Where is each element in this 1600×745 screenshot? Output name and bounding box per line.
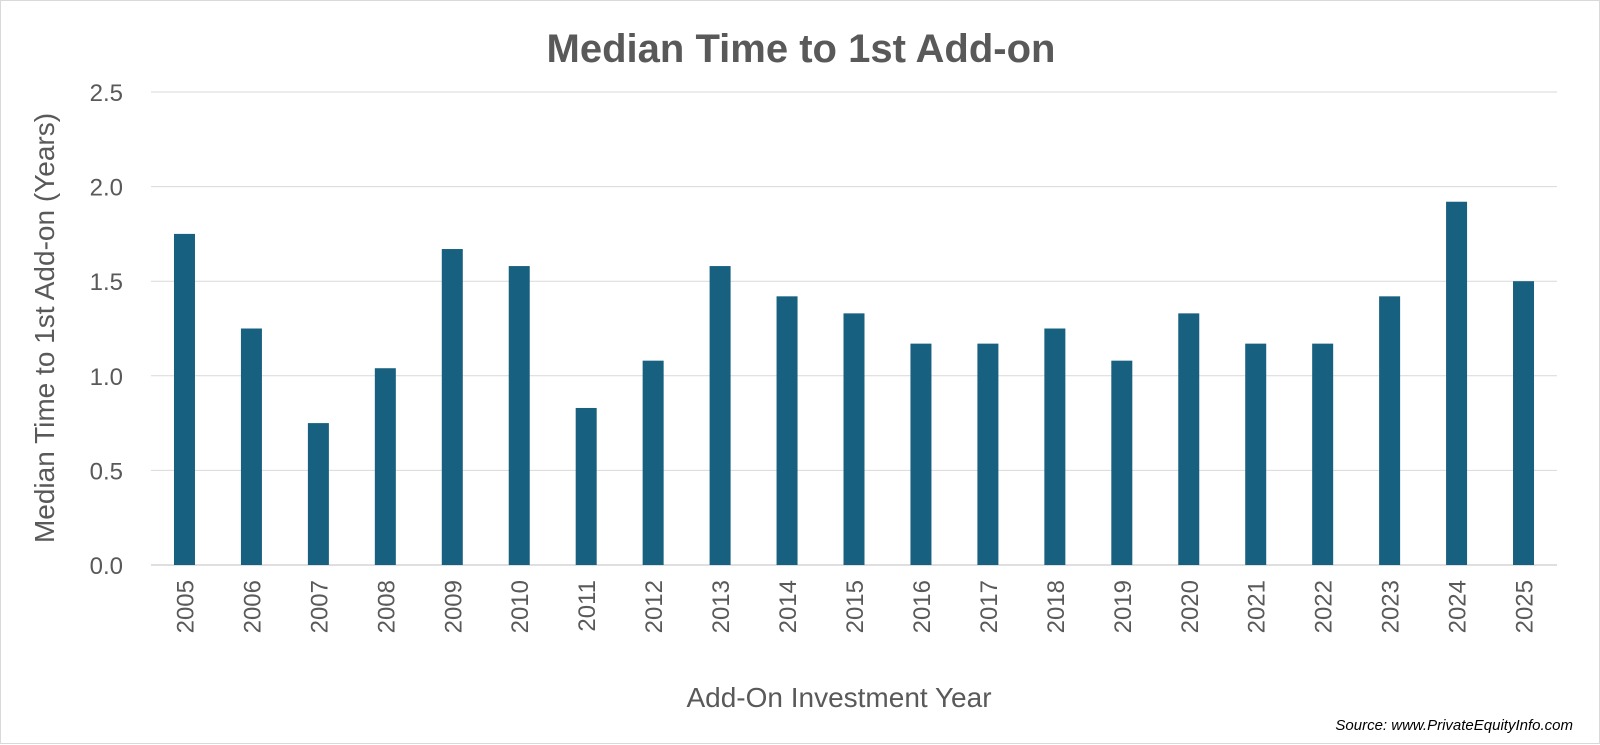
- bar-2019: [1111, 360, 1133, 565]
- bar-2018: [1044, 328, 1066, 565]
- x-tick-label-2008: 2008: [373, 580, 400, 633]
- chart-title: Median Time to 1st Add-on: [547, 27, 1056, 71]
- x-tick-label-2005: 2005: [172, 580, 199, 633]
- x-tick-label-2006: 2006: [239, 580, 266, 633]
- y-tick-label: 0.5: [90, 458, 123, 485]
- x-tick-label-2024: 2024: [1445, 580, 1472, 633]
- x-tick-label-2017: 2017: [976, 580, 1003, 633]
- x-tick-label-2025: 2025: [1512, 580, 1539, 633]
- x-tick-label-2007: 2007: [306, 580, 333, 633]
- x-tick-label-2020: 2020: [1177, 580, 1204, 633]
- bar-2025: [1513, 281, 1535, 565]
- x-tick-label-2011: 2011: [574, 580, 601, 632]
- bar-2016: [910, 343, 932, 565]
- bars: [173, 201, 1535, 565]
- bar-2013: [709, 266, 731, 565]
- x-tick-label-2018: 2018: [1043, 580, 1070, 633]
- y-axis-label: Median Time to 1st Add-on (Years): [29, 113, 60, 543]
- bar-2005: [173, 233, 195, 565]
- y-tick-label: 2.5: [90, 80, 123, 107]
- bar-2009: [441, 249, 463, 565]
- x-tick-label-2015: 2015: [842, 580, 869, 633]
- x-tick-label-2021: 2021: [1244, 580, 1271, 633]
- y-tick-label: 1.5: [90, 269, 123, 296]
- x-axis-ticks: 2005 2006 2007 2008 2009 2010 2011 2012 2013 2014…: [172, 580, 1538, 633]
- x-tick-label-2012: 2012: [641, 580, 668, 633]
- bar-2015: [843, 313, 865, 565]
- bar-2010: [508, 266, 530, 565]
- bar-2022: [1312, 343, 1334, 565]
- x-tick-label-2014: 2014: [775, 580, 802, 633]
- x-tick-label-2009: 2009: [440, 580, 467, 633]
- bar-2020: [1178, 313, 1200, 565]
- bar-2006: [240, 328, 262, 565]
- bar-2021: [1245, 343, 1267, 565]
- bar-2014: [776, 296, 798, 565]
- source-note: Source: www.PrivateEquityInfo.com: [1335, 717, 1573, 734]
- bar-2023: [1379, 296, 1401, 565]
- y-tick-label: 1.0: [90, 364, 123, 391]
- bar-2011: [575, 407, 597, 565]
- bar-2007: [307, 423, 329, 565]
- bar-2017: [977, 343, 999, 565]
- y-tick-label: 0.0: [90, 553, 123, 580]
- x-tick-label-2019: 2019: [1110, 580, 1137, 633]
- x-tick-label-2013: 2013: [708, 580, 735, 633]
- bar-2008: [374, 368, 396, 565]
- x-tick-label-2016: 2016: [909, 580, 936, 633]
- y-tick-label: 2.0: [90, 175, 123, 202]
- x-tick-label-2010: 2010: [507, 580, 534, 633]
- bar-2012: [642, 360, 664, 565]
- x-tick-label-2022: 2022: [1311, 580, 1338, 633]
- x-axis-label: Add-On Investment Year: [686, 682, 991, 713]
- x-tick-label-2023: 2023: [1378, 580, 1405, 633]
- bar-2024: [1446, 201, 1468, 565]
- y-axis-ticks: 0.0 0.5 1.0 1.5 2.0 2.5: [90, 80, 123, 580]
